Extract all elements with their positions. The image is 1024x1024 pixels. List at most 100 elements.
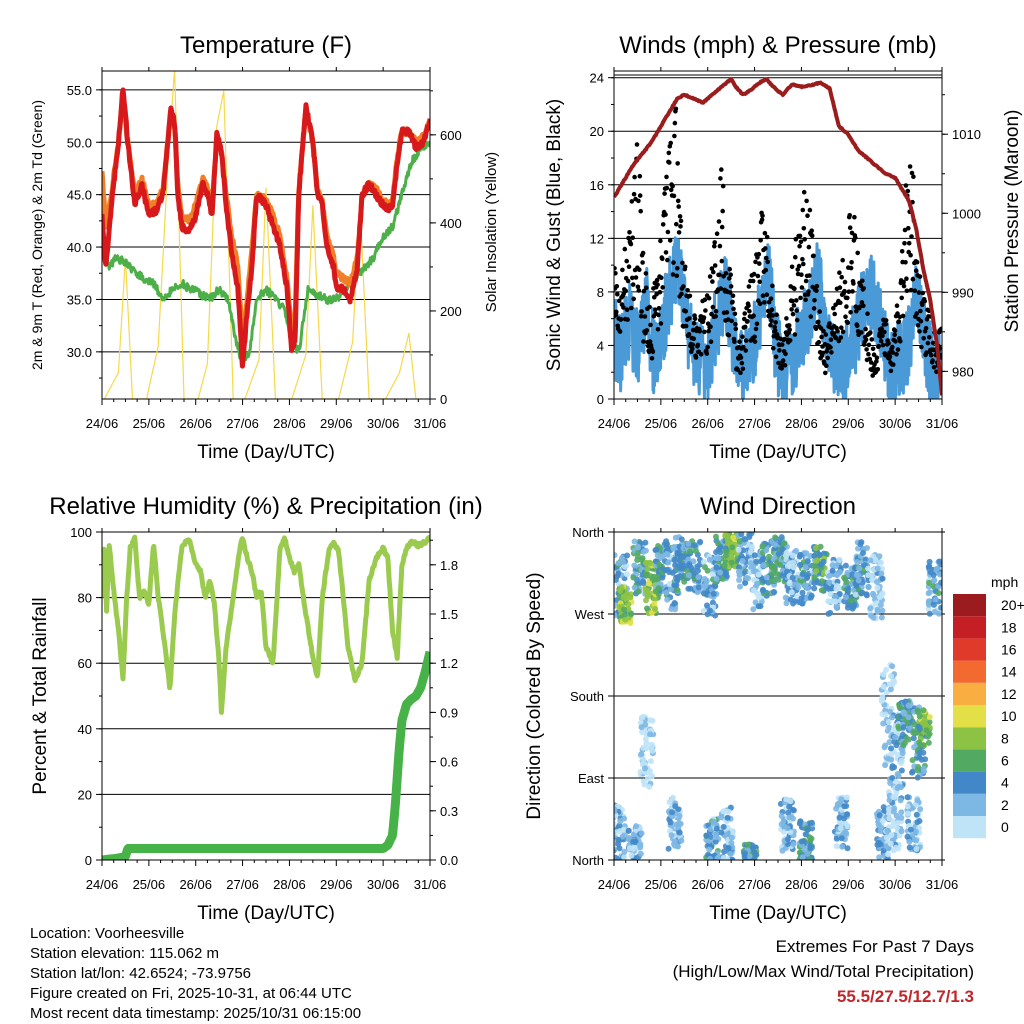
x-tick-label: 30/06 [367, 416, 400, 431]
wind-dir-point [926, 714, 933, 721]
wind-dir-point [898, 767, 905, 774]
gust-point [887, 350, 892, 356]
dewpoint-line [102, 140, 430, 364]
gust-point [707, 274, 713, 279]
gust-point [673, 106, 679, 112]
x-tick-label: 25/06 [133, 877, 166, 892]
wind-dir-point [755, 571, 762, 578]
wind-dir-point [724, 830, 731, 837]
wind-dir-point [878, 570, 885, 577]
wind-dir-point [832, 598, 839, 605]
y-tick-label: 60 [78, 656, 92, 671]
wind-dir-point [741, 852, 748, 859]
gust-point [720, 183, 726, 189]
wind-dir-point [746, 534, 753, 540]
wind-dir-point [833, 805, 840, 812]
wind-dir-point [710, 818, 717, 825]
legend-swatch [953, 816, 986, 839]
gust-point [733, 326, 739, 332]
wind-dir-point [736, 538, 743, 545]
x-tick-label: 24/06 [598, 877, 631, 892]
gust-point [681, 284, 686, 289]
gust-point [762, 230, 768, 236]
wind-dir-point [634, 553, 641, 560]
gust-point [913, 268, 919, 274]
gust-point [650, 349, 656, 355]
wind-dir-point [635, 588, 642, 595]
y-tick-label: 50.0 [67, 135, 92, 150]
gust-point [674, 221, 679, 227]
wind-dir-point [753, 558, 759, 565]
wind-dir-point [888, 756, 895, 763]
gust-point [922, 298, 927, 304]
gust-point [629, 199, 635, 204]
wind-dir-point [837, 569, 844, 575]
gust-point [614, 271, 618, 276]
y-tick-label: 40.0 [67, 240, 92, 255]
wind-dir-point [728, 834, 735, 841]
wind-dir-point [853, 572, 860, 579]
y-tick-label: North [572, 853, 604, 868]
wind-dir-point [630, 838, 637, 845]
wind-dir-point [668, 832, 675, 839]
gust-point [663, 212, 668, 217]
x-tick-label: 27/06 [226, 416, 259, 431]
wind-dir-point [889, 775, 896, 781]
gust-point [743, 338, 749, 343]
wind-dir-point [936, 558, 942, 565]
gust-point [796, 263, 802, 269]
wind-dir-point [850, 604, 857, 611]
gust-point [697, 329, 702, 334]
gust-point [729, 318, 734, 324]
gust-point [765, 259, 770, 265]
wind-dir-point [747, 549, 754, 556]
gust-point [666, 150, 672, 156]
gust-point [790, 311, 796, 317]
x-tick-label: 31/06 [926, 416, 959, 431]
wind-dir-point [795, 584, 802, 591]
wind-dir-point [672, 582, 679, 588]
wind-dir-point [889, 663, 896, 670]
station-latlon: Station lat/lon: 42.6524; -73.9756 [30, 965, 252, 982]
gust-point [772, 324, 777, 330]
gust-point [874, 359, 879, 364]
gust-point [728, 284, 734, 289]
gust-point [654, 291, 659, 297]
gust-point [753, 259, 758, 265]
gust-point [624, 258, 629, 264]
legend-label: 12 [1001, 686, 1017, 702]
wind-dir-point [637, 769, 644, 775]
x-tick-label: 29/06 [320, 877, 353, 892]
x-tick-label: 30/06 [367, 877, 400, 892]
wind-dir-point [614, 808, 618, 815]
gust-point [874, 355, 880, 361]
wind-dir-point [874, 565, 881, 572]
station-info: Location: Voorheesville Station elevatio… [30, 924, 361, 1024]
wind-dir-point [879, 575, 886, 582]
gust-point [812, 298, 817, 303]
gust-point [769, 318, 774, 324]
gust-point [804, 198, 809, 204]
wind-dir-point [900, 709, 907, 716]
gust-point [779, 366, 784, 371]
wind-dir-point [642, 539, 649, 546]
gust-point [798, 239, 804, 245]
humidity-line [102, 534, 430, 715]
legend-label: 18 [1001, 619, 1017, 635]
gust-point [845, 320, 851, 326]
gust-point [637, 173, 643, 179]
gust-point [774, 312, 779, 318]
gust-point [735, 367, 740, 373]
wind-dir-point [672, 606, 679, 613]
gust-point [904, 276, 909, 282]
wind-dir-point [825, 610, 832, 617]
gust-point [803, 278, 809, 284]
gust-point [667, 238, 673, 243]
gust-point [654, 277, 660, 283]
wind-dir-point [763, 547, 770, 554]
gust-point [824, 363, 829, 369]
wind-dir-point [790, 564, 797, 571]
gust-point [656, 312, 661, 318]
wind-dir-point [804, 850, 811, 857]
extremes-values: 55.5/27.5/12.7/1.3 [836, 987, 974, 1006]
